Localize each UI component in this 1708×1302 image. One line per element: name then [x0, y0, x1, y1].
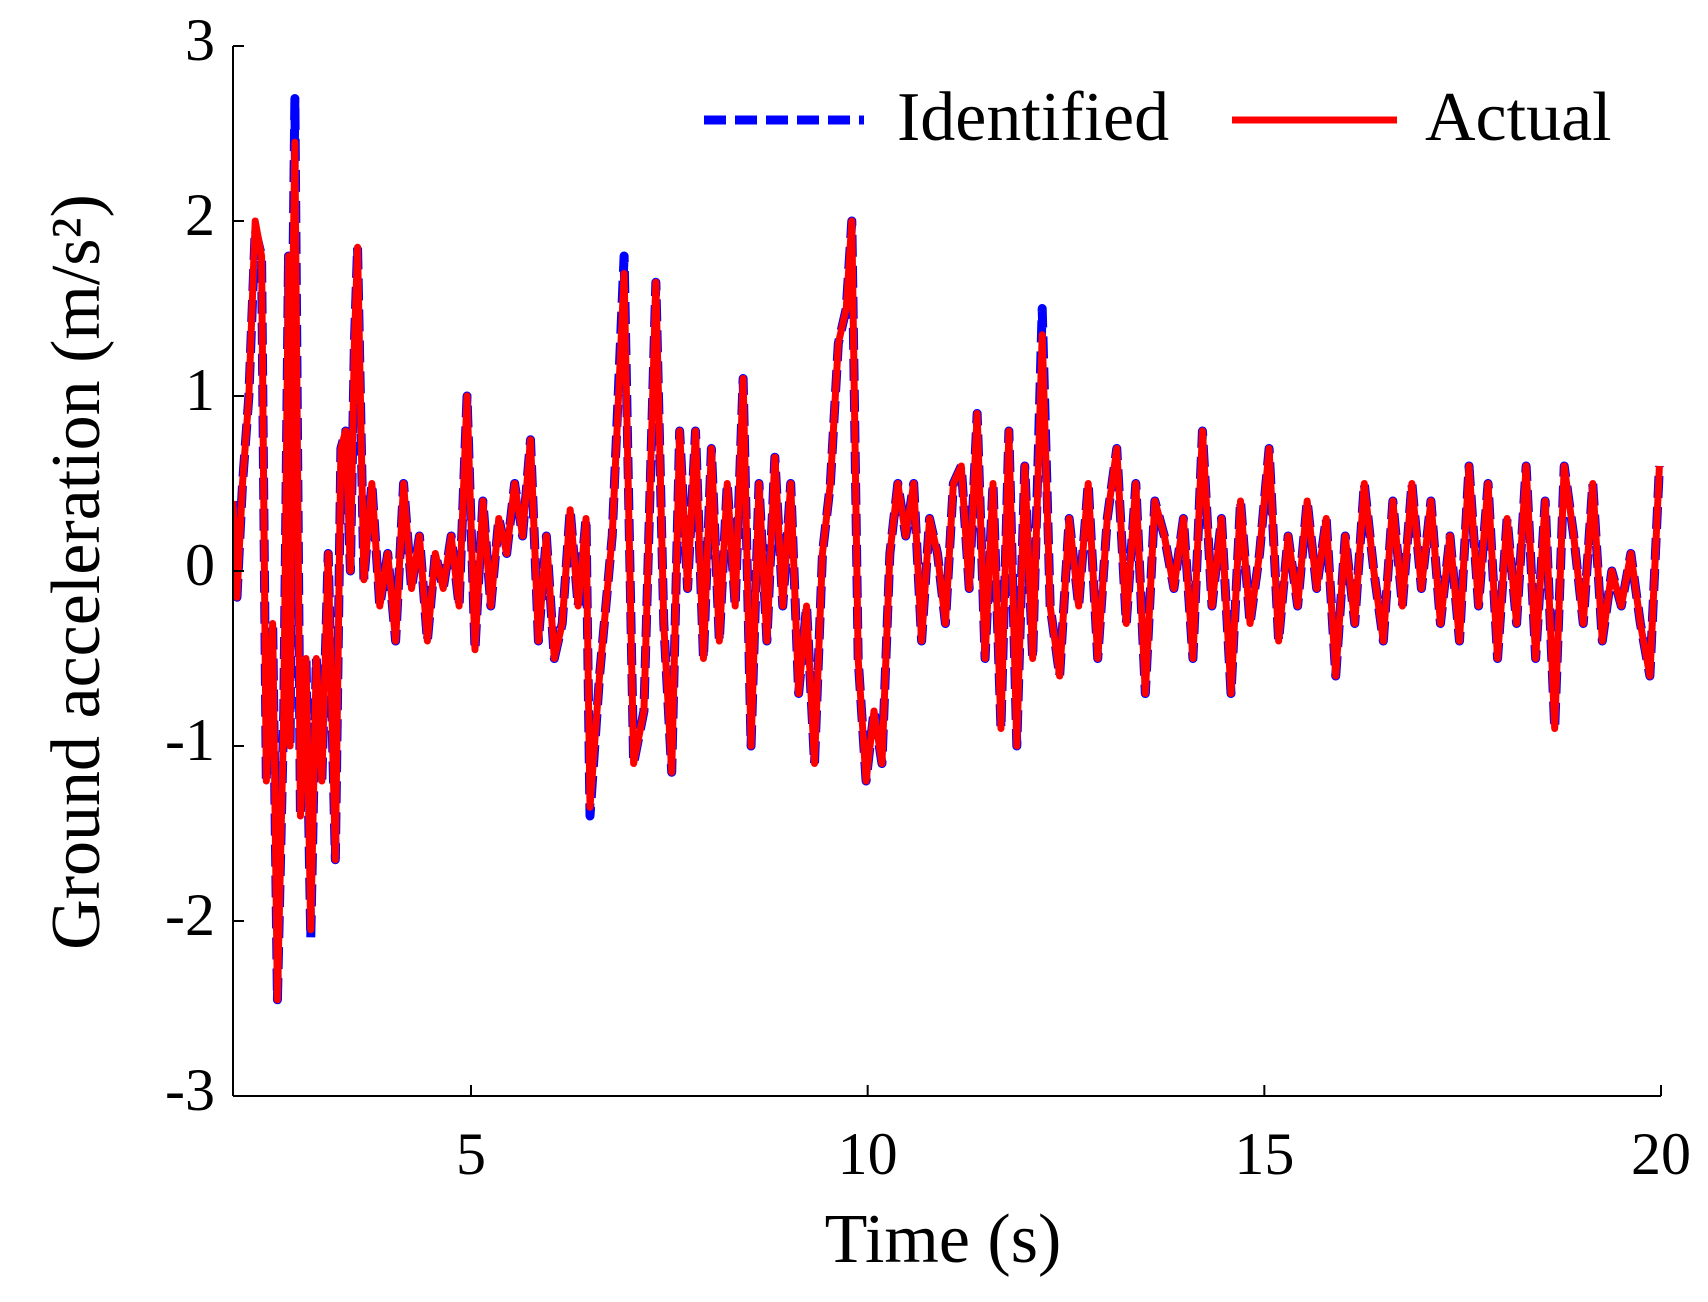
y-tick-label: -1	[165, 707, 215, 773]
legend-label: Identified	[897, 79, 1169, 156]
x-tick-label: 10	[838, 1121, 898, 1187]
legend-label: Actual	[1425, 79, 1612, 156]
y-tick-label: 1	[185, 357, 215, 423]
x-tick-label: 5	[456, 1121, 486, 1187]
x-axis-label: Time (s)	[825, 1201, 1062, 1278]
x-tick-label: 15	[1234, 1121, 1294, 1187]
y-tick-label: -2	[165, 882, 215, 948]
y-tick-label: 0	[185, 532, 215, 598]
y-tick-label: 2	[185, 182, 215, 248]
y-tick-label: 3	[185, 7, 215, 73]
series-line	[233, 138, 1663, 1004]
y-tick-label: -3	[165, 1057, 215, 1123]
x-tick-label: 20	[1631, 1121, 1691, 1187]
y-axis-label: Ground acceleration (m/s²)	[38, 194, 115, 950]
